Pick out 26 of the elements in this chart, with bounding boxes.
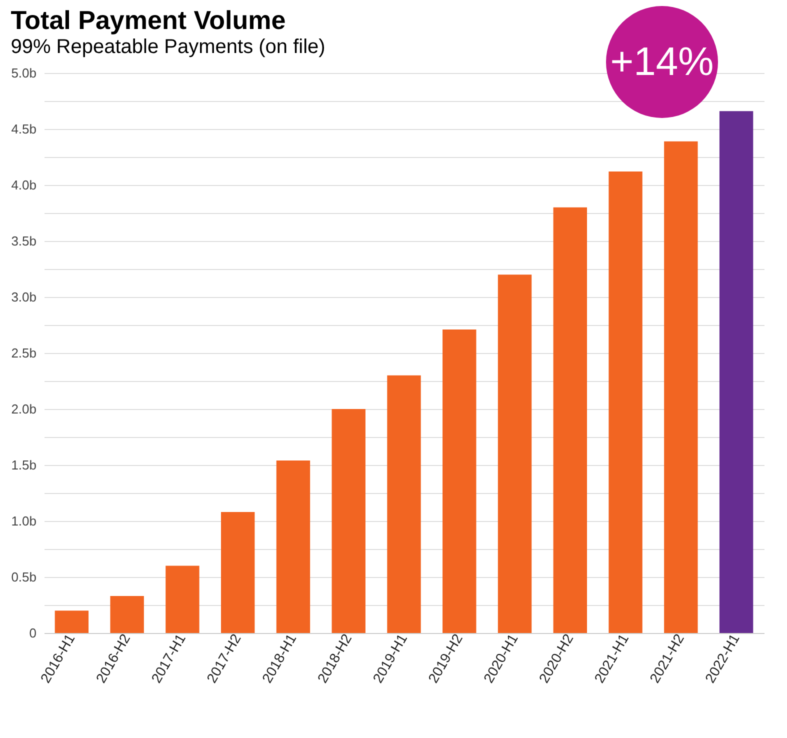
y-tick-label: 4.5b	[11, 122, 36, 136]
y-tick-label: 2.0b	[11, 402, 36, 416]
bar	[553, 207, 587, 633]
y-tick-label: 3.0b	[11, 290, 36, 304]
y-tick-label: 0.5b	[11, 570, 36, 584]
bar	[332, 409, 366, 633]
bar	[276, 460, 310, 633]
y-tick-label: 1.5b	[11, 458, 36, 472]
y-tick-label: 4.0b	[11, 178, 36, 192]
y-tick-label: 3.5b	[11, 234, 36, 248]
bar	[719, 111, 754, 633]
bar	[387, 375, 421, 633]
chart-title: Total Payment Volume	[10, 5, 286, 35]
bar	[498, 274, 532, 633]
chart-subtitle: 99% Repeatable Payments (on file)	[10, 36, 326, 58]
y-tick-label: 0	[29, 626, 36, 640]
bar	[110, 596, 144, 633]
bar	[221, 512, 255, 633]
y-tick-label: 2.5b	[11, 346, 36, 360]
bar	[54, 610, 89, 633]
y-tick-label: 1.0b	[11, 514, 36, 528]
bar	[442, 329, 476, 633]
bar	[608, 172, 642, 633]
y-tick-label: 5.0b	[11, 66, 36, 80]
bar	[166, 566, 200, 633]
bar	[664, 141, 698, 633]
